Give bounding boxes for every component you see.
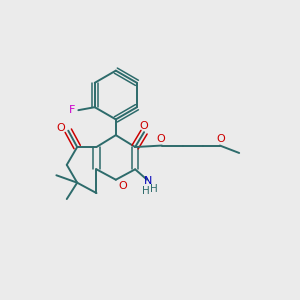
- Text: H: H: [142, 186, 149, 196]
- Text: O: O: [216, 134, 225, 144]
- Text: F: F: [69, 105, 75, 115]
- Text: H: H: [150, 184, 158, 194]
- Text: O: O: [140, 121, 148, 130]
- Text: O: O: [119, 181, 128, 191]
- Text: O: O: [56, 123, 65, 133]
- Text: N: N: [144, 176, 152, 186]
- Text: O: O: [156, 134, 165, 144]
